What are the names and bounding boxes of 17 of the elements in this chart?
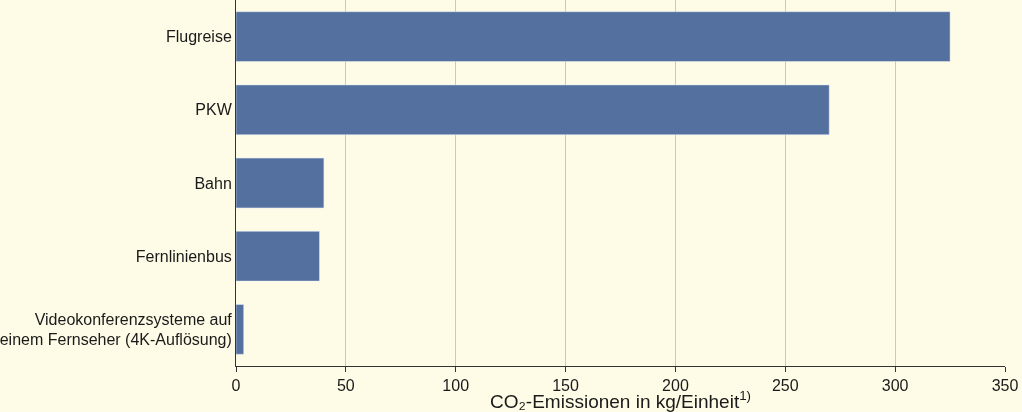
y-tick-label: PKW <box>195 101 233 119</box>
bar <box>236 304 244 355</box>
y-tick-label: Flugreise <box>165 28 232 46</box>
bar <box>236 231 320 282</box>
x-tick-label: 100 <box>442 377 470 395</box>
x-tick-label: 300 <box>881 377 909 395</box>
x-tick-label: 50 <box>336 377 355 395</box>
y-tick-label: Bahn <box>194 174 232 192</box>
x-tick-label: 350 <box>991 377 1019 395</box>
y-tick-label: Videokonferenzsysteme auf einem Fernseher (4K-Auflösung) <box>0 310 233 349</box>
bar <box>236 84 830 135</box>
x-tick-label: 0 <box>231 377 241 395</box>
y-tick-label: Fernlinienbus <box>135 247 232 265</box>
x-tick-label: 250 <box>771 377 799 395</box>
bar <box>236 11 951 62</box>
x-tick-label: 200 <box>662 377 689 395</box>
bar <box>236 157 325 209</box>
